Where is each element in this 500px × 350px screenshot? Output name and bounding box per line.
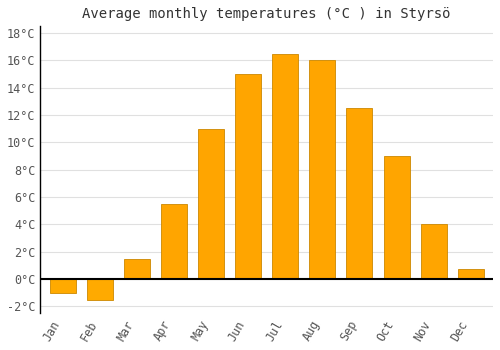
Bar <box>420 224 446 279</box>
Bar <box>384 156 409 279</box>
Bar <box>124 259 150 279</box>
Title: Average monthly temperatures (°C ) in Styrsö: Average monthly temperatures (°C ) in St… <box>82 7 451 21</box>
Bar <box>86 279 113 300</box>
Bar <box>161 204 187 279</box>
Bar <box>458 270 484 279</box>
Bar <box>310 61 336 279</box>
Bar <box>235 74 261 279</box>
Bar <box>272 54 298 279</box>
Bar <box>50 279 76 293</box>
Bar <box>346 108 372 279</box>
Bar <box>198 129 224 279</box>
